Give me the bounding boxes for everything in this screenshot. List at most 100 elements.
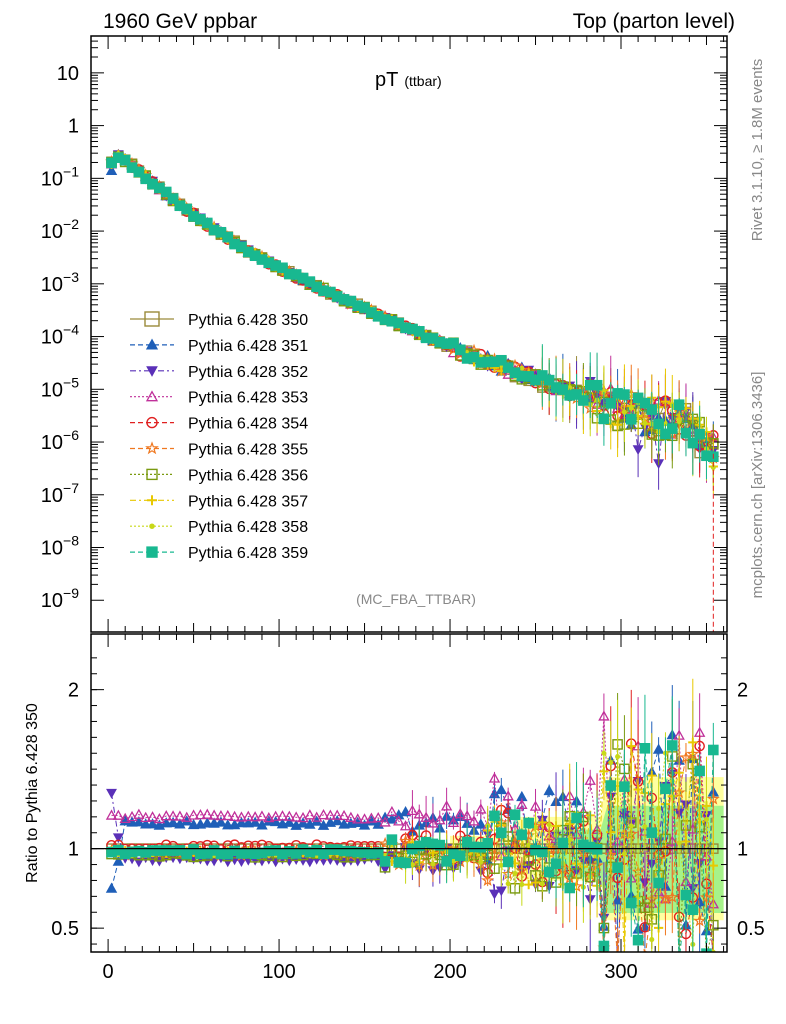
data-point <box>543 374 555 386</box>
ratio-point <box>249 816 261 827</box>
ratio-point <box>126 810 138 822</box>
legend-marker <box>146 546 158 558</box>
ratio-point <box>283 816 296 827</box>
ratio-point <box>235 811 248 822</box>
ratio-point <box>331 809 343 820</box>
ratio-point <box>399 820 412 831</box>
data-point <box>646 404 658 415</box>
ratio-point <box>502 790 514 801</box>
ratio-point <box>263 812 275 823</box>
ratio-y-tick-label-right: 1 <box>737 839 748 861</box>
ratio-point <box>640 955 650 964</box>
ratio-point <box>687 904 699 916</box>
ratio-point <box>372 811 384 823</box>
data-point <box>222 231 234 243</box>
ratio-point <box>409 862 415 868</box>
ratio-point <box>133 808 145 819</box>
ratio-point <box>488 847 501 860</box>
ratio-point <box>297 817 309 828</box>
ratio-point <box>420 811 432 822</box>
ratio-point <box>601 750 607 756</box>
ratio-point <box>242 817 254 828</box>
ratio-point <box>140 811 152 823</box>
ratio-point <box>269 810 282 821</box>
data-point <box>687 437 699 449</box>
ratio-point <box>187 809 200 820</box>
ratio-point <box>393 815 405 826</box>
ratio-point <box>352 813 364 824</box>
ratio-point <box>675 956 684 965</box>
ratio-point <box>345 811 357 822</box>
ratio-point <box>450 858 456 864</box>
data-point <box>653 418 664 430</box>
ratio-point <box>639 742 651 754</box>
legend-label: Pythia 6.428 357 <box>188 493 308 510</box>
ratio-point <box>567 837 573 843</box>
legend-label: Pythia 6.428 354 <box>188 416 308 433</box>
ratio-point <box>666 740 678 751</box>
data-point <box>140 173 152 185</box>
ratio-point <box>523 817 534 829</box>
data-point <box>519 365 525 371</box>
ratio-point <box>706 792 720 805</box>
ratio-point <box>653 877 664 889</box>
series-9-ratio <box>106 694 719 967</box>
ratio-point <box>694 765 705 777</box>
ratio-point <box>489 810 500 822</box>
ratio-point <box>505 881 511 887</box>
ratio-point <box>584 774 596 785</box>
legend-item: Pythia 6.428 354 <box>130 416 308 433</box>
legend-marker <box>144 311 160 327</box>
main-frame <box>90 35 728 633</box>
ratio-point <box>106 788 117 799</box>
y-tick-label: 10−9 <box>41 585 79 612</box>
ratio-point <box>235 816 248 828</box>
ratio-point <box>502 856 514 868</box>
main-panel: 10−910−810−710−610−510−410−310−210−1110 … <box>41 35 728 633</box>
data-point <box>694 428 705 440</box>
data-point <box>605 398 617 409</box>
ratio-point <box>532 824 539 830</box>
ratio-panel: 0.5 0.5 1 1 2 2 0 100 200 300 Ratio to Pythia 6.4… <box>24 633 765 983</box>
analysis-watermark: (MC_FBA_TTBAR) <box>356 591 476 607</box>
ratio-point <box>675 958 684 967</box>
ratio-point <box>430 861 436 867</box>
ratio-point <box>304 809 316 820</box>
data-point <box>557 384 569 395</box>
ratio-point <box>201 808 213 819</box>
ratio-point <box>647 770 657 781</box>
ratio-y-tick-label: 0.5 <box>51 918 79 940</box>
ratio-point <box>550 858 562 870</box>
data-point <box>578 395 589 406</box>
ratio-point <box>215 809 227 821</box>
ratio-point <box>283 810 296 821</box>
ratio-point <box>222 809 234 821</box>
ratio-point <box>386 834 398 845</box>
legend-marker <box>146 366 158 377</box>
ratio-point <box>386 805 398 817</box>
x-tick-label: 0 <box>103 961 114 983</box>
data-point <box>567 385 573 391</box>
ratio-point <box>708 861 718 871</box>
ratio-point <box>688 737 698 748</box>
y-tick-label: 10−6 <box>41 427 79 454</box>
ratio-point <box>642 824 648 830</box>
legend-label: Pythia 6.428 355 <box>188 442 308 459</box>
ratio-point <box>619 781 630 792</box>
ratio-point <box>674 768 684 778</box>
ratio-point <box>679 750 693 764</box>
legend-marker <box>147 495 157 506</box>
ratio-point <box>310 811 323 822</box>
legend-label: Pythia 6.428 356 <box>188 467 308 484</box>
data-point <box>571 389 582 400</box>
ratio-point <box>693 896 706 907</box>
data-point <box>277 262 288 274</box>
ratio-point <box>680 889 692 901</box>
data-point <box>612 420 623 430</box>
ratio-line <box>111 716 714 905</box>
ratio-point <box>324 809 337 820</box>
legend-item: Pythia 6.428 351 <box>130 338 308 355</box>
ratio-point <box>112 809 125 820</box>
ratio-point <box>539 881 545 887</box>
ratio-point <box>181 811 193 822</box>
